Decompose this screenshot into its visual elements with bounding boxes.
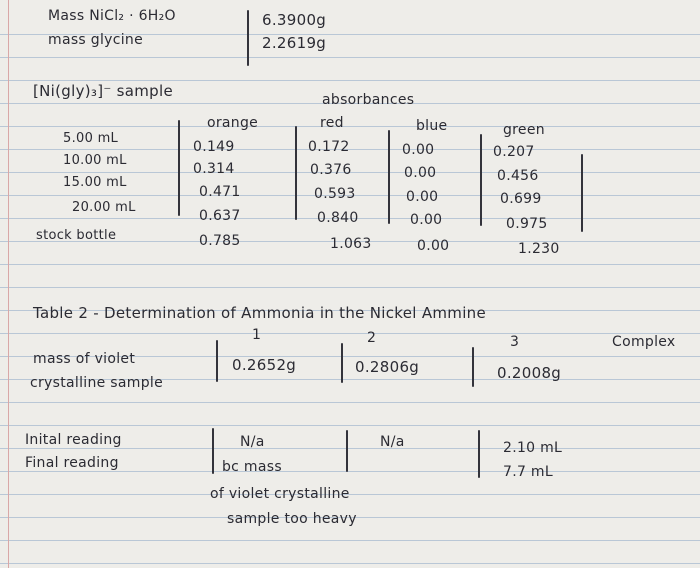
table2-title: Table 2 - Determination of Ammonia in th… <box>33 304 487 322</box>
table1-rule-1 <box>178 120 180 216</box>
col-red: red <box>320 115 344 131</box>
trial-number-1: 1 <box>252 327 262 343</box>
cell-blue: 0.00 <box>406 189 439 205</box>
table2-rule-2 <box>341 343 343 383</box>
cell-green: 0.456 <box>497 168 539 184</box>
mass-value-2: 0.2806g <box>355 358 420 376</box>
table1-rule-5 <box>581 154 583 232</box>
glycine-mass-value: 2.2619g <box>262 34 327 52</box>
trial-number-2: 2 <box>367 330 377 346</box>
cell-orange: 0.637 <box>199 208 241 224</box>
cell-red: 0.593 <box>314 186 356 202</box>
row-label: stock bottle <box>36 228 117 243</box>
table1-rule-3 <box>388 130 390 224</box>
table2-rule-3 <box>472 347 474 387</box>
trial1-note-line1: bc mass <box>222 459 282 475</box>
table2-rule-5 <box>346 430 348 472</box>
row-label: 20.00 mL <box>72 200 136 215</box>
absorbances-heading: absorbances <box>322 92 415 108</box>
col-blue: blue <box>416 118 448 134</box>
table2-rule-6 <box>478 430 480 478</box>
trial-number-3: 3 <box>510 334 520 350</box>
trial1-note-line2: of violet crystalline <box>210 486 350 502</box>
trial1-note-line3: sample too heavy <box>227 511 357 527</box>
table2-rule-1 <box>216 340 218 382</box>
cell-red: 1.063 <box>330 236 372 252</box>
trial3-final: 7.7 mL <box>503 464 553 480</box>
cell-orange: 0.149 <box>193 139 235 155</box>
trial3-initial: 2.10 mL <box>503 440 563 456</box>
margin-line <box>8 0 9 568</box>
mass-label-line2: crystalline sample <box>30 375 164 391</box>
cell-orange: 0.314 <box>193 161 235 177</box>
row-label: 5.00 mL <box>63 131 119 146</box>
cell-red: 0.376 <box>310 162 352 178</box>
cell-blue: 0.00 <box>404 165 437 181</box>
row-label: 10.00 mL <box>63 153 127 168</box>
cell-green: 1.230 <box>518 241 560 257</box>
col-green: green <box>503 122 545 138</box>
cell-green: 0.699 <box>500 191 542 207</box>
cell-orange: 0.785 <box>199 233 241 249</box>
trial2-initial: N/a <box>380 434 405 450</box>
cell-green: 0.207 <box>493 144 535 160</box>
header-divider <box>247 10 249 66</box>
table1-rule-4 <box>480 134 482 226</box>
cell-red: 0.840 <box>317 210 359 226</box>
table2-title-cont: Complex <box>612 334 676 350</box>
cell-red: 0.172 <box>308 139 350 155</box>
sample-heading: [Ni(gly)₃]⁻ sample <box>33 82 173 100</box>
row-label: 15.00 mL <box>63 175 127 190</box>
trial1-initial: N/a <box>240 434 265 450</box>
final-reading-label: Final reading <box>25 455 119 471</box>
cell-blue: 0.00 <box>417 238 450 254</box>
cell-orange: 0.471 <box>199 184 241 200</box>
initial-reading-label: Inital reading <box>25 432 122 448</box>
mass-value-3: 0.2008g <box>497 364 562 382</box>
nicl2-mass-value: 6.3900g <box>262 11 327 29</box>
nicl2-mass-label: Mass NiCl₂ · 6H₂O <box>48 8 176 24</box>
table2-rule-4 <box>212 428 214 474</box>
cell-blue: 0.00 <box>402 142 435 158</box>
table1-rule-2 <box>295 126 297 220</box>
mass-value-1: 0.2652g <box>232 356 297 374</box>
cell-blue: 0.00 <box>410 212 443 228</box>
glycine-mass-label: mass glycine <box>48 32 143 48</box>
mass-label-line1: mass of violet <box>33 351 136 367</box>
col-orange: orange <box>207 115 259 131</box>
cell-green: 0.975 <box>506 216 548 232</box>
